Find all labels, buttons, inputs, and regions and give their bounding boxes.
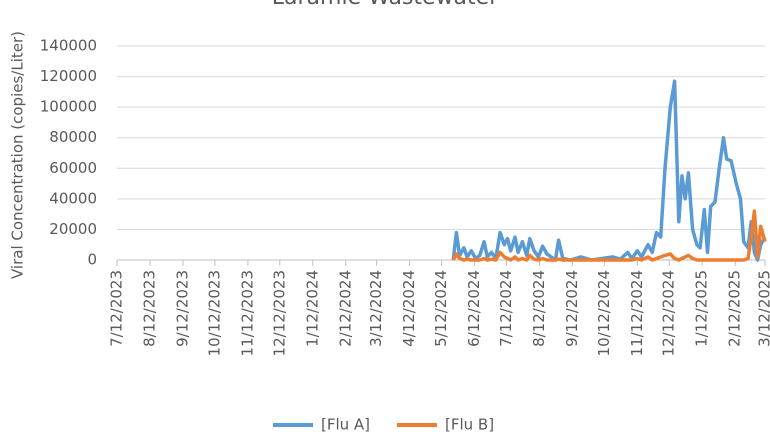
y-tick-label: 60000 <box>49 159 97 177</box>
x-tick-label: 11/12/2024 <box>628 270 646 356</box>
x-tick-label: 8/12/2023 <box>140 270 158 347</box>
x-tick-label: 8/12/2024 <box>530 270 548 347</box>
x-tick-label: 1/12/2025 <box>693 270 711 347</box>
y-axis-title: Viral Concentration (copies/Liter) <box>9 31 27 279</box>
x-tick-label: 12/12/2024 <box>660 270 678 356</box>
y-tick-label: 0 <box>87 251 97 269</box>
series-line <box>451 209 767 262</box>
y-tick-label: 80000 <box>49 128 97 146</box>
x-tick-label: 9/12/2024 <box>563 270 581 347</box>
x-tick-label: 6/12/2024 <box>465 270 483 347</box>
y-tick-label: 140000 <box>40 37 97 55</box>
y-tick-label: 120000 <box>40 67 97 85</box>
x-tick-label: 7/12/2023 <box>108 270 126 347</box>
x-tick-label: 5/12/2024 <box>432 270 450 347</box>
x-tick-label: 12/12/2023 <box>270 270 288 356</box>
x-tick-label: 1/12/2024 <box>303 270 321 347</box>
chart-title: Laramie Wastewater <box>272 0 499 10</box>
legend-label: [Flu A] <box>321 416 370 434</box>
x-tick-label: 2/12/2025 <box>726 270 744 347</box>
x-tick-label: 7/12/2024 <box>497 270 515 347</box>
x-tick-label: 3/12/2025 <box>756 270 770 347</box>
y-tick-label: 100000 <box>40 98 97 116</box>
y-tick-label: 20000 <box>49 220 97 238</box>
x-tick-label: 2/12/2024 <box>336 270 354 347</box>
x-tick-label: 11/12/2023 <box>238 270 256 356</box>
x-tick-label: 3/12/2024 <box>367 270 385 347</box>
legend-label: [Flu B] <box>445 416 494 434</box>
y-tick-label: 40000 <box>49 189 97 207</box>
x-tick-label: 10/12/2024 <box>595 270 613 356</box>
x-tick-label: 9/12/2023 <box>173 270 191 347</box>
series-line <box>451 79 767 262</box>
x-tick-label: 4/12/2024 <box>400 270 418 347</box>
x-tick-label: 10/12/2023 <box>205 270 223 356</box>
